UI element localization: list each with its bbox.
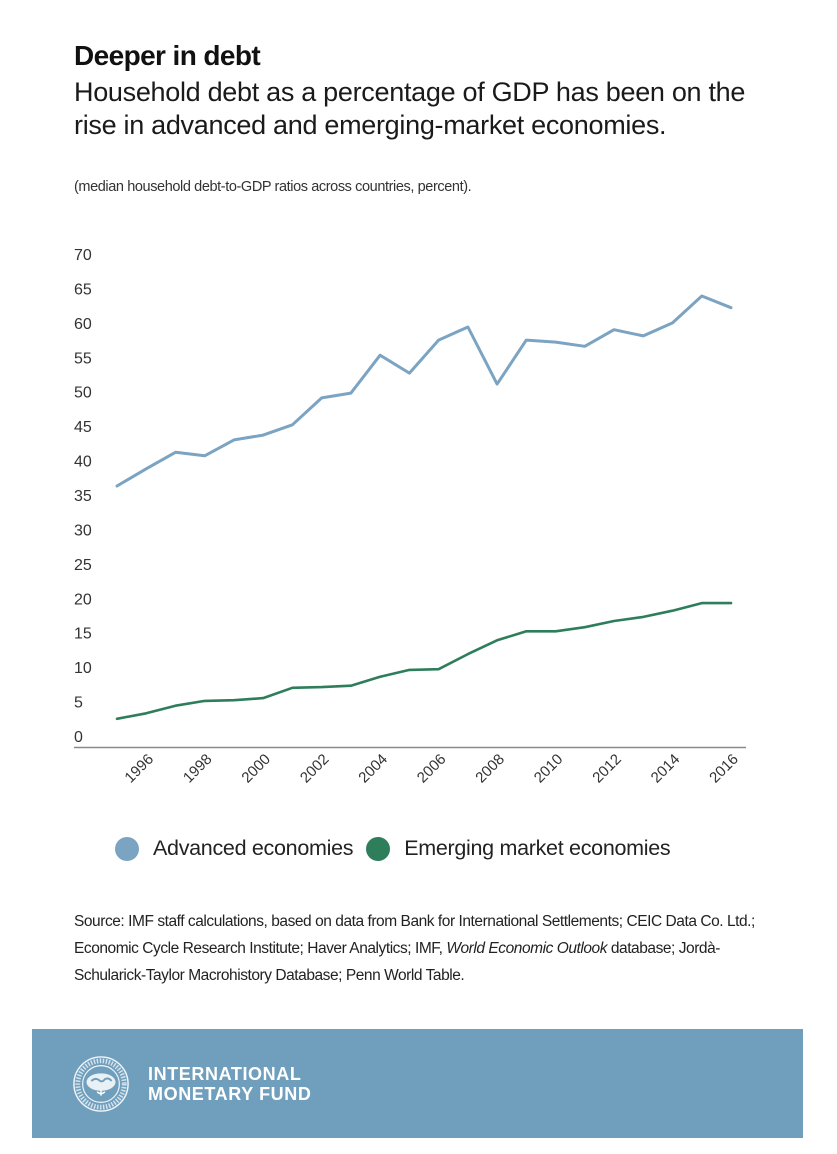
legend-label-advanced: Advanced economies: [153, 836, 354, 860]
x-tick-label: 2000: [238, 751, 274, 787]
y-tick-label: 20: [74, 591, 92, 608]
x-tick-label: 1998: [180, 751, 216, 787]
y-tick-label: 25: [74, 557, 92, 574]
chart-title: Deeper in debt: [74, 40, 261, 71]
imf-footer-banner: INTERNATIONAL MONETARY FUND: [32, 1029, 803, 1138]
legend: Advanced economies Emerging market econo…: [115, 836, 683, 861]
org-name-line-2: MONETARY FUND: [148, 1084, 312, 1104]
series-lines: [115, 294, 733, 721]
y-tick-label: 55: [74, 350, 92, 367]
y-tick-label: 0: [74, 729, 83, 746]
y-tick-label: 15: [74, 626, 92, 643]
x-tick-label: 2014: [648, 751, 684, 787]
imf-seal-icon: [73, 1056, 129, 1112]
imf-wordmark: INTERNATIONAL MONETARY FUND: [148, 1064, 311, 1104]
y-tick-label: 30: [74, 522, 92, 539]
y-tick-label: 50: [74, 385, 92, 402]
y-axis-ticks: 0 5 10 15 20 25 30 35 40 45 50 55 60 65 70: [74, 247, 92, 746]
y-tick-label: 70: [74, 247, 92, 264]
chart-subtitle: Household debt as a percentage of GDP ha…: [74, 77, 746, 140]
legend-item-emerging: Emerging market economies: [366, 836, 671, 861]
org-name-line-1: INTERNATIONAL: [148, 1064, 302, 1084]
x-tick-label: 2002: [297, 751, 333, 787]
x-tick-label: 2004: [355, 751, 391, 787]
x-tick-label: 2008: [472, 751, 508, 787]
x-tick-label: 2012: [589, 751, 625, 787]
y-tick-label: 45: [74, 419, 92, 436]
legend-item-advanced: Advanced economies: [115, 836, 353, 861]
x-tick-label: 2006: [414, 751, 450, 787]
line-chart: 0 5 10 15 20 25 30 35 40 45 50 55 60 65 70 1996 1998 200…: [74, 247, 746, 787]
source-text-2: database; Jordà-Schularick-Taylor Macroh…: [74, 940, 720, 984]
source-note: Source: IMF staff calculations, based on…: [74, 908, 774, 989]
legend-swatch-advanced-icon: [115, 836, 139, 861]
source-text-1: Source: IMF staff calculations, based on…: [74, 913, 755, 957]
x-tick-label: 2016: [706, 751, 742, 787]
legend-label-emerging: Emerging market economies: [404, 836, 671, 860]
y-tick-label: 60: [74, 316, 92, 333]
series-line-emerging: [115, 601, 733, 721]
y-tick-label: 40: [74, 454, 92, 471]
source-italic-title: World Economic Outlook: [446, 940, 607, 957]
y-tick-label: 35: [74, 488, 92, 505]
y-tick-label: 65: [74, 281, 92, 298]
x-tick-label: 1996: [121, 751, 157, 787]
chart-note: (median household debt-to-GDP ratios acr…: [74, 179, 472, 195]
y-tick-label: 5: [74, 695, 83, 712]
x-tick-label: 2010: [531, 751, 567, 787]
legend-swatch-emerging-icon: [366, 836, 391, 861]
series-line-advanced: [115, 294, 733, 488]
x-axis-ticks: 1996 1998 2000 2002 2004 2006 2008 2010 2012 2014…: [121, 751, 741, 787]
y-tick-label: 10: [74, 660, 92, 677]
